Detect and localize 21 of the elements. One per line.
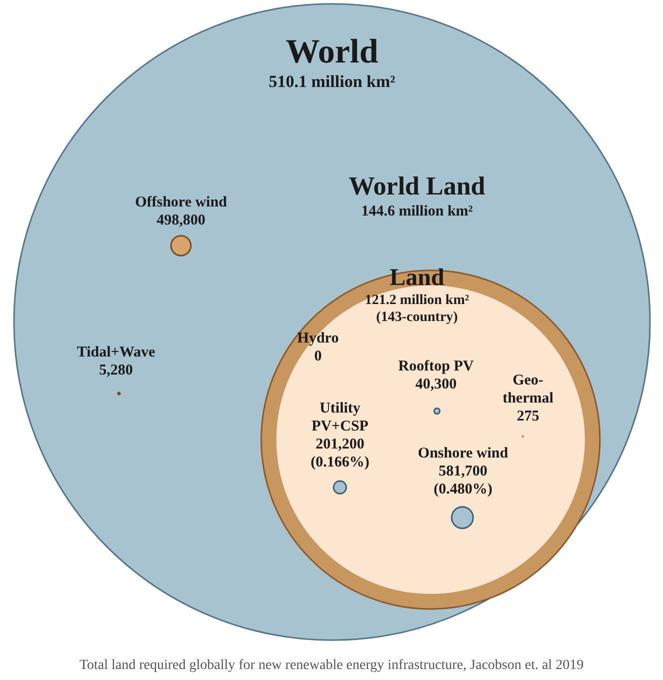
category-label: Rooftop PV <box>398 358 474 374</box>
data-label: 121.2 million km² (143-country) <box>364 293 470 325</box>
data-label: 5,280 <box>99 362 133 378</box>
data-label: 144.6 million km² <box>361 203 474 220</box>
category-label: Utility PV+CSP <box>312 400 368 434</box>
data-label: 201,200 (0.166%) <box>310 436 370 470</box>
category-label: World Land <box>348 172 486 201</box>
category-label: Tidal+Wave <box>76 344 156 360</box>
category-label: Land <box>390 264 446 291</box>
category-label: Onshore wind <box>418 445 509 462</box>
data-label: 498,800 <box>156 212 206 228</box>
category-label: Geo- thermal <box>502 372 554 406</box>
data-label: 0 <box>314 348 322 364</box>
category-label: Hydro <box>297 330 339 346</box>
category-label: World <box>286 33 378 70</box>
data-label: 581,700 (0.480%) <box>434 463 492 498</box>
data-label: 510.1 million km² <box>268 72 396 91</box>
category-label: Offshore wind <box>135 194 228 210</box>
text: Total land required globally for new renewable energy infrastructure, Jacobson et. al 2019 <box>79 658 584 673</box>
data-label: 40,300 <box>415 376 457 392</box>
data-label: 275 <box>516 408 540 424</box>
